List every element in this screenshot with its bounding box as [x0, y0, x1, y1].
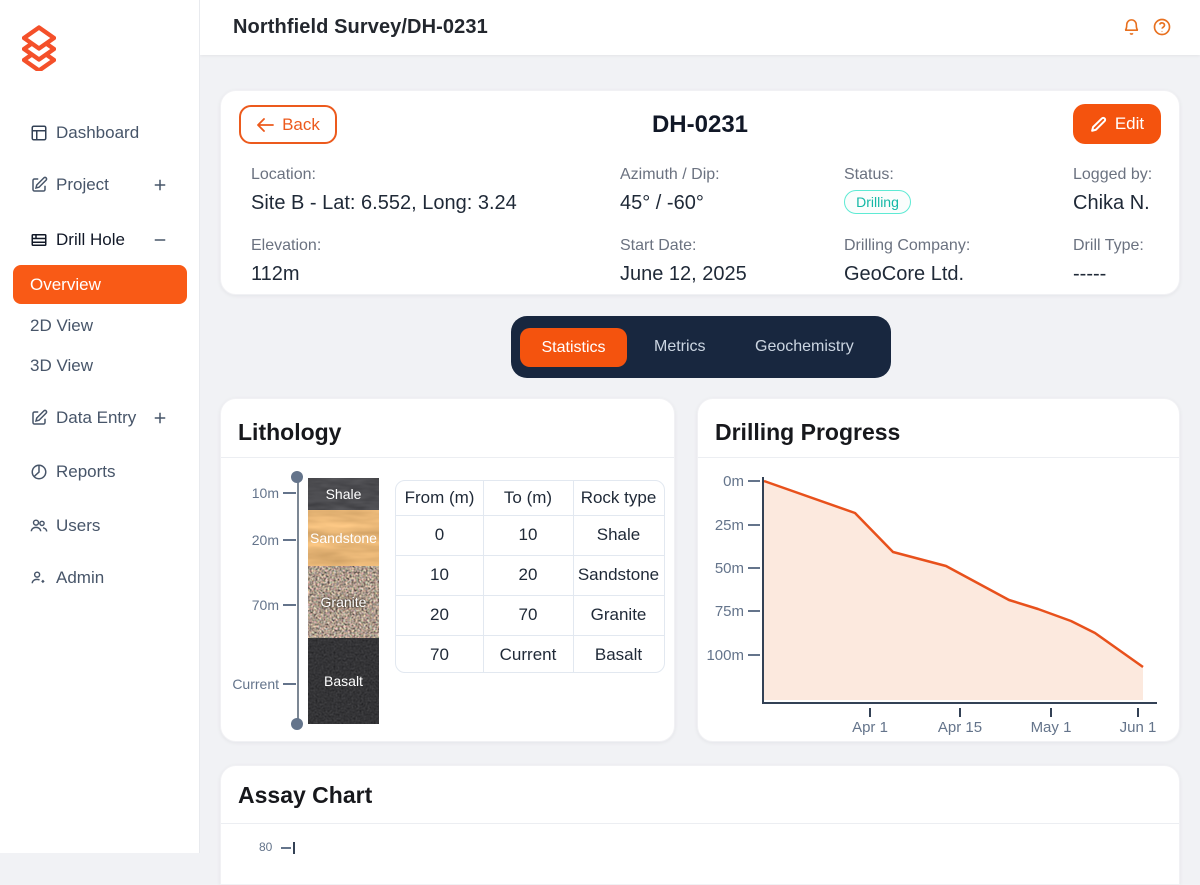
svg-text:Jun 1: Jun 1 — [1120, 719, 1157, 736]
svg-text:Apr 1: Apr 1 — [852, 719, 888, 736]
svg-text:25m: 25m — [715, 517, 744, 534]
svg-text:0m: 0m — [723, 473, 744, 490]
svg-text:May 1: May 1 — [1031, 719, 1072, 736]
svg-text:50m: 50m — [715, 560, 744, 577]
svg-text:75m: 75m — [715, 603, 744, 620]
svg-text:Apr 15: Apr 15 — [938, 719, 982, 736]
svg-text:100m: 100m — [706, 647, 744, 664]
